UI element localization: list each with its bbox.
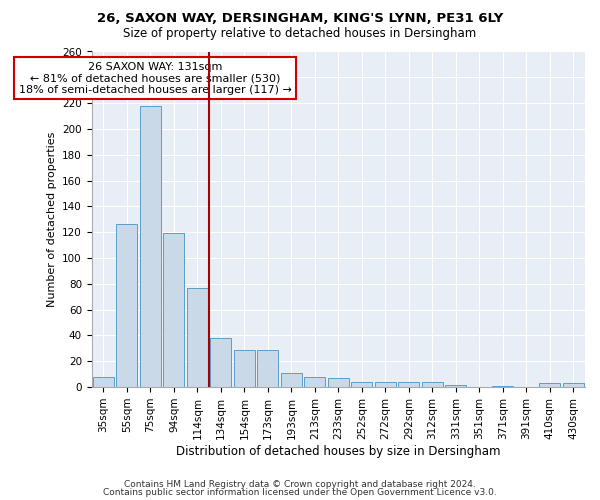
Text: 26, SAXON WAY, DERSINGHAM, KING'S LYNN, PE31 6LY: 26, SAXON WAY, DERSINGHAM, KING'S LYNN, … (97, 12, 503, 26)
Bar (351, 382, 373, 387)
Bar (93, 377, 114, 387)
Bar (492, 386, 514, 387)
Bar (375, 382, 396, 387)
X-axis label: Distribution of detached houses by size in Dersingham: Distribution of detached houses by size … (176, 444, 500, 458)
Text: 26 SAXON WAY: 131sqm
← 81% of detached houses are smaller (530)
18% of semi-deta: 26 SAXON WAY: 131sqm ← 81% of detached h… (19, 62, 292, 95)
Bar (398, 382, 419, 387)
Bar (257, 350, 278, 387)
Bar (163, 234, 184, 387)
Bar (445, 384, 466, 387)
Bar (422, 382, 443, 387)
Bar (116, 224, 137, 387)
Text: Contains HM Land Registry data © Crown copyright and database right 2024.: Contains HM Land Registry data © Crown c… (124, 480, 476, 489)
Bar (234, 350, 255, 387)
Bar (210, 338, 232, 387)
Bar (304, 377, 325, 387)
Text: Contains public sector information licensed under the Open Government Licence v3: Contains public sector information licen… (103, 488, 497, 497)
Bar (187, 288, 208, 387)
Text: Size of property relative to detached houses in Dersingham: Size of property relative to detached ho… (124, 28, 476, 40)
Bar (281, 373, 302, 387)
Bar (539, 383, 560, 387)
Bar (140, 106, 161, 387)
Bar (563, 383, 584, 387)
Bar (328, 378, 349, 387)
Y-axis label: Number of detached properties: Number of detached properties (47, 132, 56, 307)
